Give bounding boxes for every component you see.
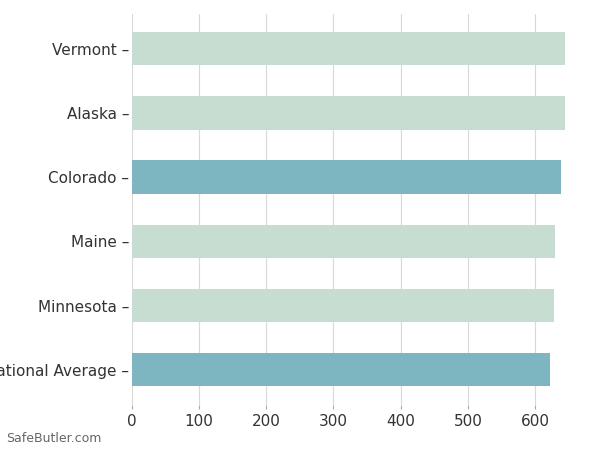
Text: SafeButler.com: SafeButler.com <box>6 432 101 446</box>
Bar <box>132 289 554 322</box>
Bar <box>132 32 565 66</box>
Bar <box>132 225 555 258</box>
Bar <box>132 96 565 130</box>
Bar <box>132 353 550 387</box>
Bar <box>132 161 560 194</box>
